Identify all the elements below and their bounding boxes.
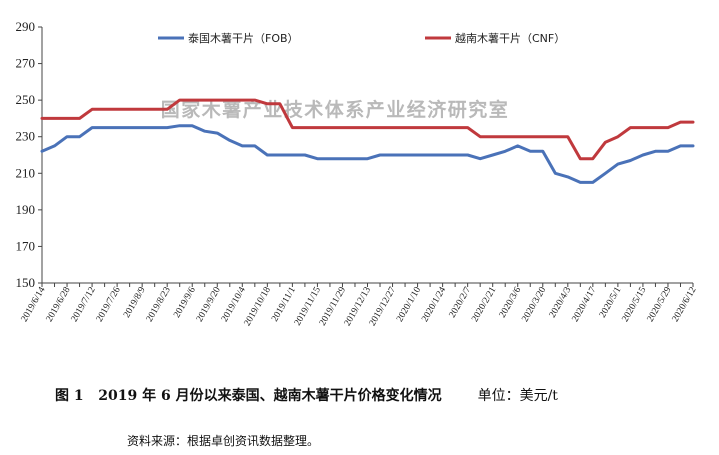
x-tick-label: 2019/8/23 [145, 285, 173, 324]
x-tick-label: 2019/6/14 [20, 285, 48, 324]
x-tick-label: 2020/5/1 [598, 285, 624, 319]
x-tick-label: 2020/5/15 [621, 285, 649, 324]
x-tick-label: 2020/4/17 [571, 285, 599, 324]
y-tick-label: 290 [16, 19, 36, 34]
x-tick-label: 2020/3/20 [520, 285, 548, 324]
y-tick-label: 270 [16, 56, 36, 71]
x-tick-label: 2019/7/26 [95, 285, 123, 324]
y-axis-ticks: 150 170 190 210 230 250 270 290 [16, 19, 42, 290]
x-tick-label: 2020/4/3 [548, 285, 574, 319]
x-tick-label: 2019/6/28 [45, 285, 73, 324]
y-tick-label: 250 [16, 92, 36, 107]
y-tick-label: 190 [16, 202, 36, 217]
x-tick-label: 2020/2/7 [448, 285, 474, 319]
x-tick-label: 2020/2/21 [470, 285, 498, 324]
x-tick-label: 2019/8/9 [122, 285, 148, 319]
watermark-text: 国家木薯产业技术体系产业经济研究室 [161, 98, 510, 121]
y-tick-label: 230 [16, 129, 36, 144]
legend-label: 泰国木薯干片（FOB） [188, 31, 299, 45]
legend-label: 越南木薯干片（CNF） [455, 31, 565, 45]
series-lines [40, 98, 695, 184]
x-tick-label: 2020/6/12 [671, 285, 699, 324]
figure-label: 图 1 [55, 388, 84, 404]
x-tick-label: 2019/7/12 [70, 285, 98, 324]
vietnam-cnf-line [40, 98, 695, 161]
y-tick-label: 150 [16, 275, 36, 290]
figure-title: 2019 年 6 月份以来泰国、越南木薯干片价格变化情况 [98, 388, 442, 404]
chart-legend: 泰国木薯干片（FOB） 越南木薯干片（CNF） [158, 31, 565, 45]
x-tick-label: 2019/11/1 [270, 285, 298, 323]
x-tick-label: 2019/9/20 [195, 285, 223, 324]
unit-label: 单位：美元/t [477, 388, 558, 404]
source-note: 资料来源：根据卓创资讯数据整理。 [127, 434, 320, 448]
x-tick-label: 2019/10/4 [220, 285, 248, 324]
x-tick-label: 2019/9/6 [172, 285, 198, 319]
y-tick-label: 170 [16, 238, 36, 253]
y-tick-label: 210 [16, 165, 36, 180]
thailand-fob-line [40, 124, 695, 184]
x-tick-label: 2020/1/10 [395, 285, 423, 324]
figure-caption: 图 1 2019 年 6 月份以来泰国、越南木薯干片价格变化情况 单位：美元/t [55, 385, 558, 405]
x-tick-label: 2020/1/24 [420, 285, 448, 324]
x-tick-label: 2020/3/6 [498, 285, 524, 319]
x-tick-label: 2020/5/29 [646, 285, 674, 324]
